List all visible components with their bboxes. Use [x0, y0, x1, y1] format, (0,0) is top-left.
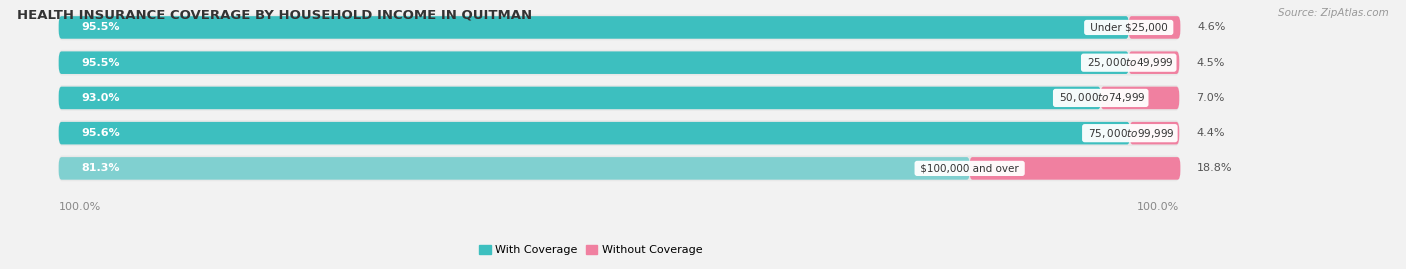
FancyBboxPatch shape [1129, 51, 1180, 74]
FancyBboxPatch shape [59, 85, 1180, 111]
FancyBboxPatch shape [59, 155, 1180, 181]
Text: 100.0%: 100.0% [1137, 202, 1180, 212]
Text: HEALTH INSURANCE COVERAGE BY HOUSEHOLD INCOME IN QUITMAN: HEALTH INSURANCE COVERAGE BY HOUSEHOLD I… [17, 8, 531, 21]
Text: $25,000 to $49,999: $25,000 to $49,999 [1084, 56, 1174, 69]
Text: 4.5%: 4.5% [1197, 58, 1225, 68]
FancyBboxPatch shape [970, 157, 1181, 180]
Text: 95.6%: 95.6% [82, 128, 120, 138]
FancyBboxPatch shape [59, 157, 970, 180]
Text: 95.5%: 95.5% [82, 22, 120, 33]
FancyBboxPatch shape [1129, 16, 1181, 39]
Text: Under $25,000: Under $25,000 [1087, 22, 1171, 33]
Text: Source: ZipAtlas.com: Source: ZipAtlas.com [1278, 8, 1389, 18]
Legend: With Coverage, Without Coverage: With Coverage, Without Coverage [475, 240, 707, 260]
FancyBboxPatch shape [59, 120, 1180, 146]
FancyBboxPatch shape [59, 15, 1180, 40]
Text: $100,000 and over: $100,000 and over [917, 163, 1022, 174]
Text: 18.8%: 18.8% [1197, 163, 1233, 174]
Text: 93.0%: 93.0% [82, 93, 120, 103]
Text: 4.4%: 4.4% [1197, 128, 1225, 138]
FancyBboxPatch shape [1130, 122, 1180, 144]
FancyBboxPatch shape [59, 87, 1101, 109]
FancyBboxPatch shape [59, 51, 1129, 74]
Text: 95.5%: 95.5% [82, 58, 120, 68]
FancyBboxPatch shape [59, 50, 1180, 76]
Text: 4.6%: 4.6% [1197, 22, 1226, 33]
FancyBboxPatch shape [1101, 87, 1180, 109]
Text: $50,000 to $74,999: $50,000 to $74,999 [1056, 91, 1146, 104]
FancyBboxPatch shape [59, 122, 1130, 144]
Text: $75,000 to $99,999: $75,000 to $99,999 [1084, 127, 1175, 140]
FancyBboxPatch shape [59, 16, 1129, 39]
Text: 7.0%: 7.0% [1197, 93, 1225, 103]
Text: 100.0%: 100.0% [59, 202, 101, 212]
Text: 81.3%: 81.3% [82, 163, 120, 174]
